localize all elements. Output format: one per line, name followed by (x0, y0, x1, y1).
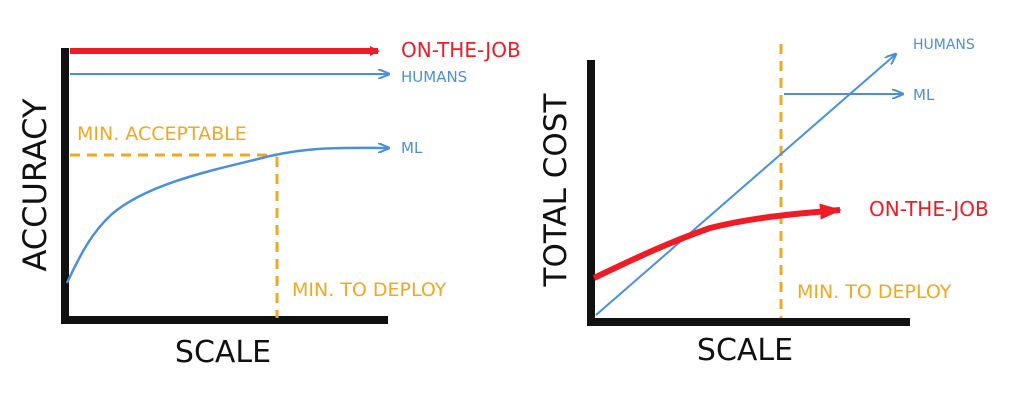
left-humans-label: HUMANS (401, 68, 467, 86)
left-min-acceptable-label: MIN. ACCEPTABLE (77, 123, 247, 145)
right-humans-label: HUMANS (913, 37, 975, 53)
right-ml-label: ML (913, 86, 935, 104)
left-on-the-job-label: ON-THE-JOB (401, 38, 521, 62)
right-panel: TOTAL COST MIN. TO DEPLOY HUMANS ML ON-T… (538, 37, 989, 368)
left-min-to-deploy-label: MIN. TO DEPLOY (292, 279, 447, 301)
right-x-axis-label: SCALE (697, 333, 793, 368)
right-on-the-job-label: ON-THE-JOB (869, 197, 989, 221)
right-humans-line (595, 54, 896, 316)
left-panel: ACCURACY ON-THE-JOB HUMANS MIN. ACCEPTAB… (16, 38, 521, 370)
left-ml-curve (65, 148, 389, 284)
right-min-to-deploy-label: MIN. TO DEPLOY (797, 281, 952, 303)
left-ml-label: ML (401, 139, 423, 157)
left-y-axis-label: ACCURACY (16, 98, 54, 271)
right-on-the-job-curve (592, 203, 842, 281)
right-y-axis-label: TOTAL COST (538, 93, 574, 288)
left-x-axis-label: SCALE (175, 335, 271, 370)
